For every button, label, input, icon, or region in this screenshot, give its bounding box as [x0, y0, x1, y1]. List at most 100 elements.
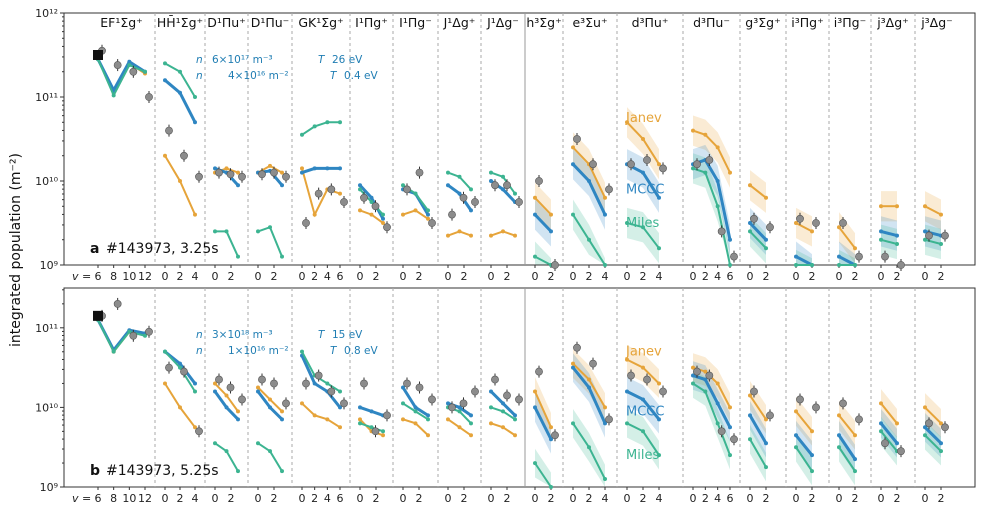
series-point-mccc: [426, 212, 430, 217]
series-point-miles: [236, 469, 240, 474]
exp-point: [941, 423, 949, 432]
series-point-janev: [236, 409, 240, 414]
exp-point: [258, 170, 266, 179]
series-point-janev: [810, 429, 814, 434]
param-ne: 6×10¹⁷ m⁻³: [212, 54, 273, 66]
series-point-mccc: [213, 389, 217, 394]
exp-point: [471, 198, 479, 206]
exp-point: [448, 210, 456, 219]
series-line-miles: [257, 442, 283, 472]
series-point-miles: [193, 95, 197, 99]
panel-frame: [63, 12, 976, 266]
series-point-janev: [939, 421, 943, 426]
series-point-miles: [533, 254, 537, 259]
exp-point: [238, 395, 246, 404]
exp-point: [113, 61, 122, 69]
series-point-miles: [728, 453, 732, 458]
series-point-mccc: [193, 381, 197, 386]
exp-point: [750, 214, 758, 223]
series-point-miles: [691, 381, 695, 386]
exp-point: [925, 231, 933, 240]
band-miles: [627, 207, 659, 264]
exp-point: [573, 343, 581, 352]
x-tick-label: 4: [714, 270, 721, 283]
series-point-janev: [413, 208, 418, 213]
series-point-mccc: [641, 397, 645, 402]
series-point-janev: [715, 381, 720, 386]
x-tick-label: 10: [122, 270, 136, 283]
series-point-miles: [300, 349, 304, 354]
x-tick-label: 0: [690, 270, 697, 283]
series-point-miles: [381, 212, 385, 217]
exp-point: [730, 435, 738, 444]
series-point-miles: [853, 469, 857, 474]
band-janev: [627, 107, 659, 180]
series-line-janev: [795, 410, 813, 432]
x-tick-label: 8: [110, 492, 117, 505]
series-point-janev: [549, 212, 553, 217]
series-point-mccc: [178, 90, 182, 95]
series-line-miles: [97, 58, 146, 98]
series-point-miles: [163, 61, 167, 66]
band-miles: [693, 153, 730, 265]
series-label-mccc: MCCC: [626, 183, 664, 198]
series-point-janev: [533, 195, 537, 200]
series-line-mccc: [748, 414, 768, 444]
series-point-miles: [256, 229, 260, 234]
x-tick-label: 0: [624, 270, 631, 283]
y-tick-label: 10¹⁰: [35, 401, 58, 414]
x-tick-label: 2: [228, 270, 235, 283]
series-point-mccc: [587, 385, 591, 390]
param-te: 15 eV: [332, 329, 363, 341]
series-point-miles: [178, 69, 182, 74]
series-point-janev: [338, 191, 342, 196]
series-point-mccc: [469, 208, 473, 213]
series-point-janev: [446, 417, 450, 422]
series-point-mccc: [280, 183, 284, 188]
series-point-miles: [426, 417, 430, 422]
series-point-mccc: [469, 413, 473, 418]
series-point-janev: [794, 409, 798, 414]
series-label-janev: Janev: [625, 345, 662, 360]
exp-point: [766, 411, 774, 420]
exp-point: [403, 185, 411, 194]
state-header: e³Σu⁺: [572, 15, 607, 30]
x-tick-label: 2: [894, 270, 901, 283]
series-point-miles: [413, 409, 418, 414]
series-point-janev: [300, 166, 304, 171]
series-line-miles: [924, 434, 942, 452]
series-point-mccc: [338, 166, 342, 171]
series-point-miles: [489, 170, 493, 175]
panel-letter: b: [90, 463, 100, 479]
x-tick-label: 6: [337, 270, 344, 283]
series-line-miles: [534, 255, 552, 266]
series-point-janev: [549, 425, 553, 430]
x-tick-label: 0: [836, 492, 843, 505]
series-point-miles: [641, 225, 645, 230]
x-tick-label: 2: [852, 270, 859, 283]
series-point-janev: [625, 357, 629, 362]
x-tick-label: 2: [461, 270, 468, 283]
x-tick-label: 2: [504, 492, 511, 505]
series-line-janev: [749, 394, 767, 420]
exp-point: [730, 252, 738, 261]
series-line-janev: [838, 226, 856, 249]
series-point-janev: [224, 166, 229, 171]
x-tick-label: 0: [532, 492, 539, 505]
x-tick-label: 2: [938, 492, 945, 505]
x-tick-label: 6: [727, 270, 734, 283]
series-point-mccc: [603, 212, 607, 217]
exp-point: [705, 371, 714, 380]
x-tick-label: 2: [763, 270, 770, 283]
exp-point: [551, 261, 559, 269]
series-point-mccc: [268, 405, 272, 410]
exp-point: [881, 252, 889, 261]
series-point-mccc: [923, 229, 927, 234]
v-label: v =: [72, 492, 91, 505]
exp-point: [180, 367, 188, 376]
x-tick-label: 2: [763, 492, 770, 505]
state-header: EF¹Σg⁺: [100, 15, 143, 30]
series-point-miles: [939, 242, 943, 246]
series-point-janev: [748, 393, 752, 398]
series-point-miles: [426, 208, 430, 213]
